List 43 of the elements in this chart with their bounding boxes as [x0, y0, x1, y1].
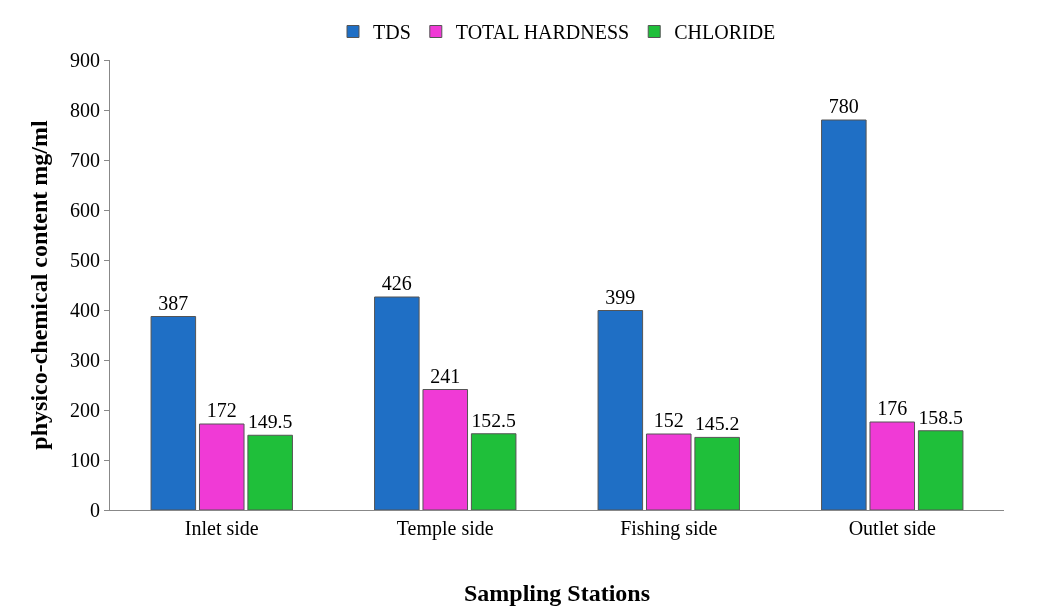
x-tick-label: Fishing side — [620, 517, 718, 540]
y-tick-label: 100 — [70, 449, 100, 471]
x-tick-label: Outlet side — [848, 517, 936, 539]
y-tick-label: 200 — [70, 399, 100, 421]
data-label: 152 — [653, 409, 684, 431]
y-tick-label: 0 — [90, 499, 100, 521]
y-tick-label: 300 — [70, 349, 100, 371]
legend-label: CHLORIDE — [674, 21, 776, 44]
bar — [150, 316, 197, 510]
data-label: 152.5 — [471, 408, 517, 431]
y-tick-label: 600 — [70, 199, 100, 221]
data-label: 241 — [430, 364, 461, 387]
bar — [869, 421, 916, 510]
data-label: 172 — [206, 399, 237, 421]
y-tick-label: 500 — [70, 249, 100, 271]
bar — [694, 436, 740, 510]
data-label: 158.5 — [918, 405, 964, 428]
data-label: 780 — [828, 95, 859, 117]
bar — [821, 119, 867, 510]
data-label: 145.2 — [694, 412, 740, 435]
x-axis-title: Sampling Stations — [463, 580, 651, 607]
y-tick-label: 700 — [70, 149, 100, 171]
data-label: 399 — [605, 285, 636, 308]
bar — [198, 423, 245, 510]
bar — [247, 434, 293, 510]
y-tick-label: 800 — [70, 99, 100, 121]
bar — [917, 430, 964, 510]
x-tick-label: Temple side — [396, 517, 494, 540]
y-axis-title: physico-chemical content mg/ml — [26, 120, 53, 450]
legend-label: TDS — [373, 21, 411, 44]
bar — [374, 296, 420, 510]
y-tick-label: 400 — [70, 299, 100, 321]
data-label: 149.5 — [247, 410, 293, 433]
x-tick-label: Inlet side — [184, 517, 259, 539]
bar — [422, 389, 469, 510]
data-label: 176 — [877, 397, 908, 419]
bar — [645, 433, 692, 510]
bar — [597, 310, 644, 510]
data-label: 387 — [158, 291, 189, 314]
bar — [470, 433, 517, 510]
data-label: 426 — [381, 272, 412, 294]
y-tick-label: 900 — [70, 49, 100, 71]
legend-label: TOTAL HARDNESS — [455, 21, 630, 44]
